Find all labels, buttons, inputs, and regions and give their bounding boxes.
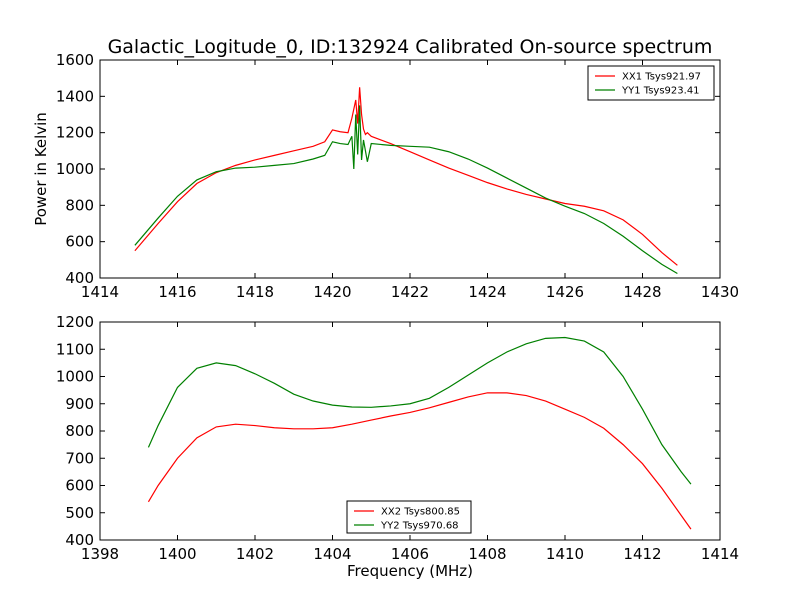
series-line-yy1	[134, 105, 678, 274]
y-tick-label: 1600	[56, 51, 94, 69]
x-tick-label: 1414	[701, 545, 739, 563]
x-tick-label: 1400	[158, 545, 196, 563]
legend: XX2 Tsys800.85 YY2 Tsys970.68	[346, 500, 472, 534]
y-tick-label: 400	[65, 531, 94, 549]
x-tick-label: 1418	[236, 283, 274, 301]
x-tick-label: 1402	[236, 545, 274, 563]
y-tick-label: 600	[65, 477, 94, 495]
chart-panel-2: 1398 1400 1402 1404 1406 1408 1410 1412 1414 400 5…	[56, 313, 739, 580]
legend-label: YY1 Tsys923.41	[621, 86, 700, 97]
x-tick-label: 1410	[546, 545, 584, 563]
y-tick-label: 1000	[56, 160, 94, 178]
y-tick-label: 1200	[56, 313, 94, 331]
x-tick-label: 1412	[623, 545, 661, 563]
x-tick-label: 1398	[81, 545, 119, 563]
legend: XX1 Tsys921.97 YY1 Tsys923.41	[587, 65, 715, 101]
y-tick-label: 1100	[56, 340, 94, 358]
legend-label: XX1 Tsys921.97	[622, 72, 701, 83]
y-tick-label: 500	[65, 504, 94, 522]
y-tick-label: 900	[65, 395, 94, 413]
x-tick-label: 1422	[391, 283, 429, 301]
x-tick-label: 1406	[391, 545, 429, 563]
y-axis-label: Power in Kelvin	[32, 112, 50, 226]
legend-box	[587, 65, 715, 101]
x-tick-label: 1428	[623, 283, 661, 301]
series-line-xx1	[134, 87, 678, 266]
x-axis-label: Frequency (MHz)	[347, 562, 473, 580]
chart-title: Galactic_Logitude_0, ID:132924 Calibrate…	[108, 36, 713, 58]
y-tick-label: 800	[65, 196, 94, 214]
x-tick-label: 1424	[468, 283, 506, 301]
y-tick-label: 700	[65, 449, 94, 467]
x-tick-label: 1426	[546, 283, 584, 301]
y-tick-label: 1000	[56, 368, 94, 386]
x-tick-label: 1414	[81, 283, 119, 301]
x-tick-label: 1430	[701, 283, 739, 301]
y-tick-label: 1200	[56, 124, 94, 142]
chart-panel-1: 1414 1416 1418 1420 1422 1424 1426 1428 1430 400 6…	[32, 51, 739, 301]
y-tick-label: 600	[65, 233, 94, 251]
legend-label: YY2 Tsys970.68	[380, 521, 459, 532]
series-line-xx2	[147, 392, 692, 530]
x-tick-label: 1416	[158, 283, 196, 301]
y-tick-label: 800	[65, 422, 94, 440]
series-line-yy2	[147, 336, 692, 485]
y-tick-label: 1400	[56, 87, 94, 105]
x-tick-label: 1408	[468, 545, 506, 563]
x-tick-label: 1420	[313, 283, 351, 301]
x-tick-label: 1404	[313, 545, 351, 563]
legend-label: XX2 Tsys800.85	[381, 507, 460, 518]
legend-box	[346, 500, 472, 534]
y-tick-label: 400	[65, 269, 94, 287]
